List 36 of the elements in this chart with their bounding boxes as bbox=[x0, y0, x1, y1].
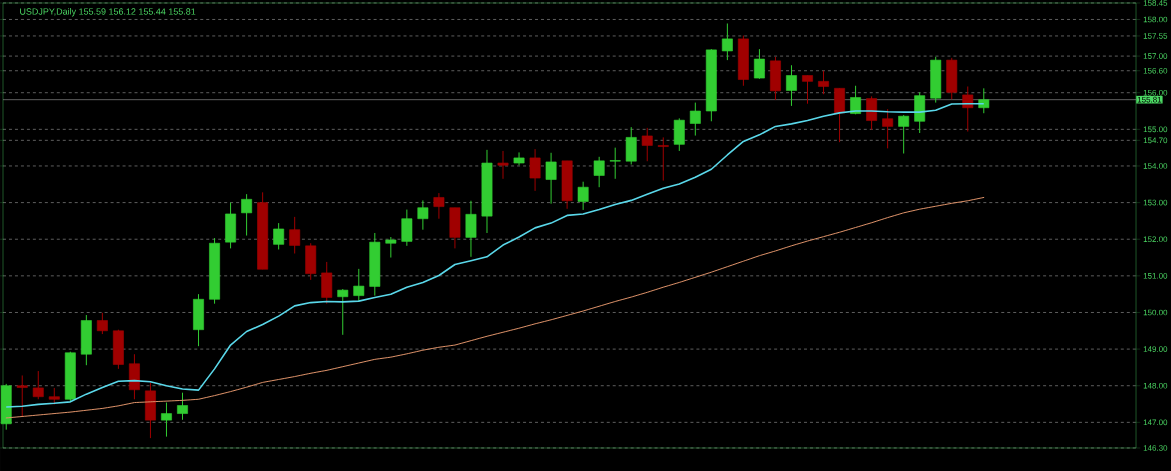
candlestick bbox=[802, 75, 813, 105]
candlestick bbox=[978, 87, 990, 114]
candlestick bbox=[497, 150, 509, 180]
candlestick bbox=[545, 152, 557, 205]
text: USDJPY,Daily 155.59 156.12 155.44 155.81 bbox=[20, 8, 196, 17]
candlestick bbox=[241, 193, 253, 237]
candlestick bbox=[866, 95, 878, 131]
candlestick bbox=[401, 209, 413, 247]
candlestick bbox=[529, 148, 541, 192]
candlestick bbox=[689, 102, 701, 137]
candlestick bbox=[657, 136, 669, 182]
candlestick bbox=[786, 64, 797, 107]
candlestick bbox=[353, 268, 365, 302]
candlestick bbox=[32, 370, 44, 400]
candlestick bbox=[818, 70, 829, 95]
candlestick bbox=[96, 312, 108, 335]
candlestick bbox=[625, 126, 637, 165]
candlestick bbox=[273, 222, 285, 250]
candlestick bbox=[161, 402, 172, 438]
candlestick bbox=[16, 374, 28, 417]
candlestick bbox=[898, 114, 910, 155]
candlestick bbox=[721, 23, 733, 61]
candlestick bbox=[754, 48, 765, 80]
candlestick bbox=[513, 151, 525, 166]
candlestick bbox=[433, 192, 445, 220]
candlestick bbox=[417, 199, 429, 231]
candlestick bbox=[337, 288, 349, 336]
candlestick bbox=[465, 200, 477, 258]
candlestick bbox=[609, 147, 621, 180]
candlestick bbox=[177, 392, 188, 421]
candlestick bbox=[641, 127, 653, 162]
candlestick bbox=[577, 181, 589, 211]
candlestick bbox=[385, 236, 397, 259]
candlestick bbox=[882, 108, 894, 149]
candlestick bbox=[289, 216, 301, 254]
candlestick bbox=[593, 156, 605, 188]
